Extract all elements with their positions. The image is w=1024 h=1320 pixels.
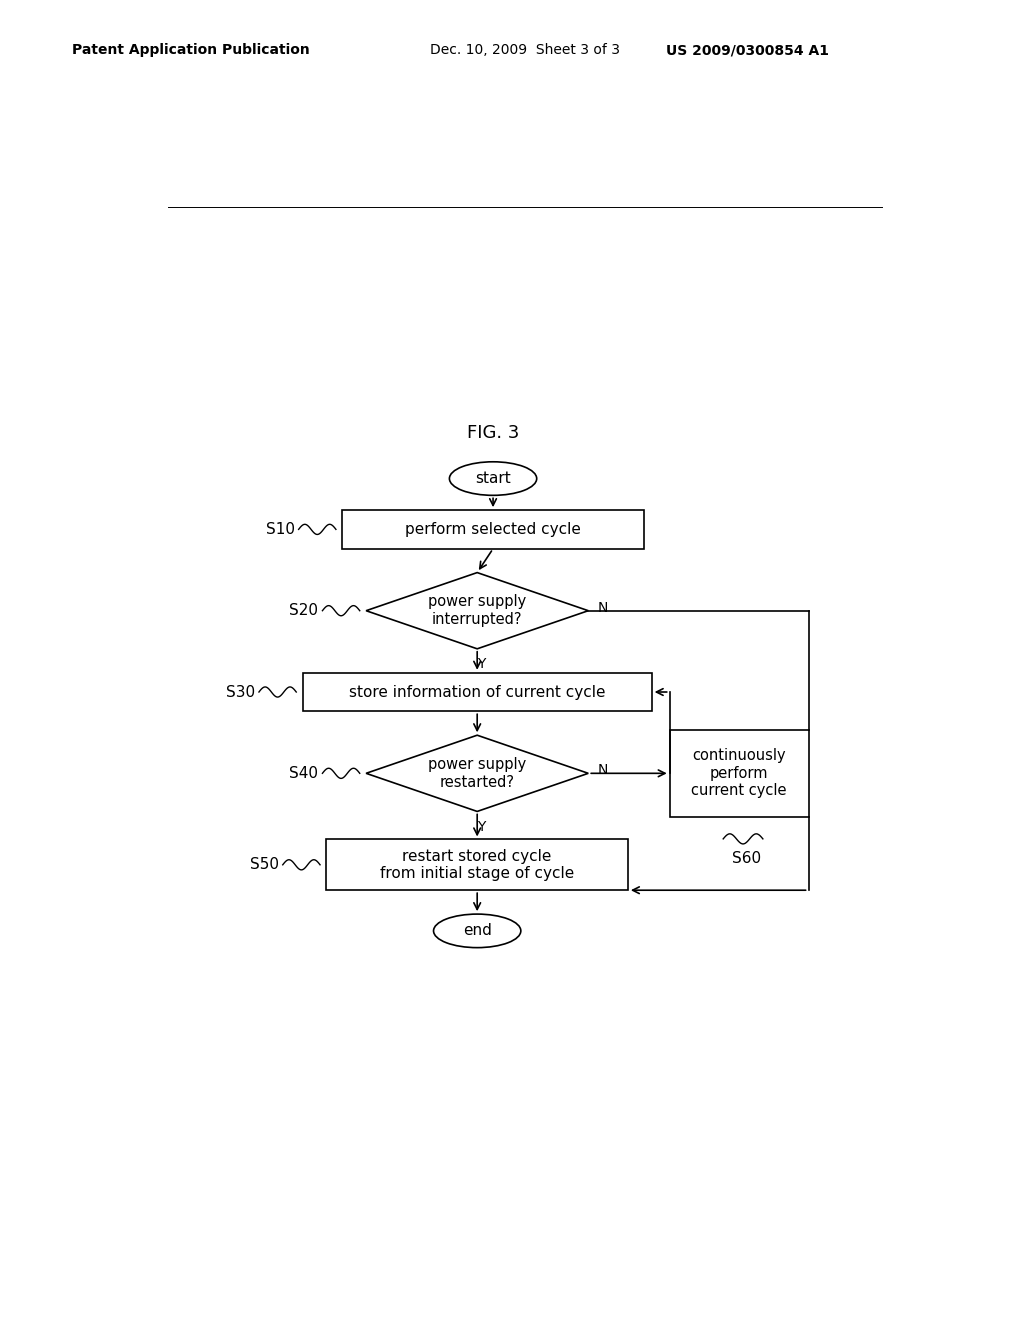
Text: Patent Application Publication: Patent Application Publication <box>72 44 309 57</box>
Text: FIG. 3: FIG. 3 <box>467 424 519 442</box>
Text: S20: S20 <box>290 603 318 618</box>
Text: power supply
restarted?: power supply restarted? <box>428 758 526 789</box>
Text: restart stored cycle
from initial stage of cycle: restart stored cycle from initial stage … <box>380 849 574 880</box>
Text: S50: S50 <box>250 857 279 873</box>
Text: N: N <box>598 601 608 615</box>
Text: S10: S10 <box>265 521 295 537</box>
Text: power supply
interrupted?: power supply interrupted? <box>428 594 526 627</box>
Text: Y: Y <box>477 820 485 833</box>
Bar <box>670 730 809 817</box>
Text: perform selected cycle: perform selected cycle <box>406 521 581 537</box>
Text: S40: S40 <box>290 766 318 781</box>
Text: N: N <box>598 763 608 777</box>
Text: start: start <box>475 471 511 486</box>
Bar <box>303 673 652 711</box>
Text: Dec. 10, 2009  Sheet 3 of 3: Dec. 10, 2009 Sheet 3 of 3 <box>430 44 621 57</box>
Text: Y: Y <box>477 657 485 671</box>
Text: continuously
perform
current cycle: continuously perform current cycle <box>691 748 786 799</box>
Text: S30: S30 <box>226 685 255 700</box>
Bar <box>327 840 628 890</box>
Text: store information of current cycle: store information of current cycle <box>349 685 605 700</box>
Text: S60: S60 <box>732 851 762 866</box>
Bar <box>342 510 644 549</box>
Text: US 2009/0300854 A1: US 2009/0300854 A1 <box>666 44 828 57</box>
Text: end: end <box>463 924 492 939</box>
